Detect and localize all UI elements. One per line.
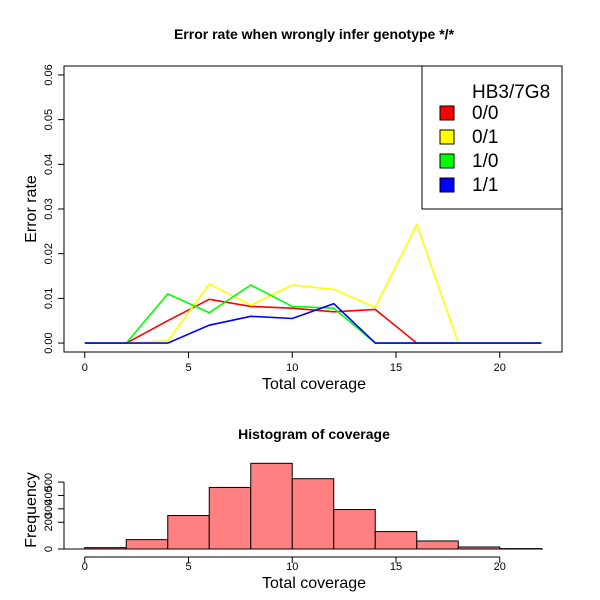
histogram-y-tick-label: 200 [43,513,55,531]
histogram-bar [374,531,418,550]
legend-items: 0/0 0/1 1/0 1/1 [439,103,498,196]
coverage-histogram: Histogram of coverage 0 5 10 15 20 0 20030040… [23,426,543,592]
histogram-title: Histogram of coverage [238,426,390,442]
series-line-0-1 [84,222,542,344]
histogram-x-tick-label: 10 [286,561,298,573]
histogram-y-tick-label: 500 [43,473,55,491]
legend-label-1-1: 1/1 [472,175,498,196]
histogram-x-tick-label: 5 [185,561,191,573]
error-rate-y-tick-label: 0.00 [43,332,55,353]
error-rate-y-label: Error rate [23,175,40,243]
histogram-x-label: Total coverage [262,575,366,592]
legend-label-0-1: 0/1 [472,127,498,148]
error-rate-series-group [84,222,542,344]
legend-label-1-0: 1/0 [472,151,498,172]
error-rate-x-label: Total coverage [262,376,366,393]
error-rate-chart: Error rate when wrongly infer genotype *… [23,26,563,393]
histogram-x-tick-label: 15 [390,561,402,573]
histogram-y-tick-label: 400 [43,486,55,504]
histogram-x-axis: 0 5 10 15 20 [82,556,506,573]
error-rate-x-axis: 0 5 10 15 20 [82,352,506,374]
series-line-1-0 [84,284,542,344]
legend-swatch-0-1 [439,129,455,145]
error-rate-y-tick-label: 0.06 [43,64,55,85]
histogram-x-tick-label: 20 [494,561,506,573]
error-rate-x-tick-label: 5 [185,362,191,374]
histogram-x-tick-label: 0 [82,561,88,573]
series-line-1-1 [84,302,542,344]
histogram-bar [250,462,293,550]
error-rate-x-tick-label: 0 [82,362,88,374]
error-rate-chart-title: Error rate when wrongly infer genotype *… [174,26,455,42]
legend: HB3/7G8 0/0 0/1 1/0 1/1 [421,65,563,210]
error-rate-x-tick-label: 20 [494,362,506,374]
error-rate-y-axis: 0.00 0.01 0.02 0.03 0.04 0.05 0.06 [43,64,64,354]
legend-swatch-1-1 [439,177,455,193]
series-line-0-0 [84,298,542,344]
legend-swatch-0-0 [439,105,455,121]
error-rate-y-tick-label: 0.01 [43,288,55,309]
histogram-y-tick-label: 0 [43,546,55,552]
histogram-bars [84,462,542,550]
histogram-bar [208,486,252,550]
legend-title: HB3/7G8 [472,82,550,103]
histogram-bar [416,540,459,550]
error-rate-y-tick-label: 0.02 [43,243,55,264]
histogram-bar [167,515,210,550]
error-rate-y-tick-label: 0.04 [43,154,55,175]
error-rate-y-tick-label: 0.05 [43,109,55,130]
histogram-bar [125,539,169,550]
error-rate-y-tick-label: 0.03 [43,198,55,219]
histogram-bar [333,509,376,550]
histogram-bar [291,478,335,550]
error-rate-x-tick-label: 10 [286,362,298,374]
legend-label-0-0: 0/0 [472,103,498,124]
error-rate-x-tick-label: 15 [390,362,402,374]
histogram-y-label: Frequency [23,472,40,548]
legend-swatch-1-0 [439,153,455,169]
histogram-y-tick-label: 300 [43,500,55,518]
